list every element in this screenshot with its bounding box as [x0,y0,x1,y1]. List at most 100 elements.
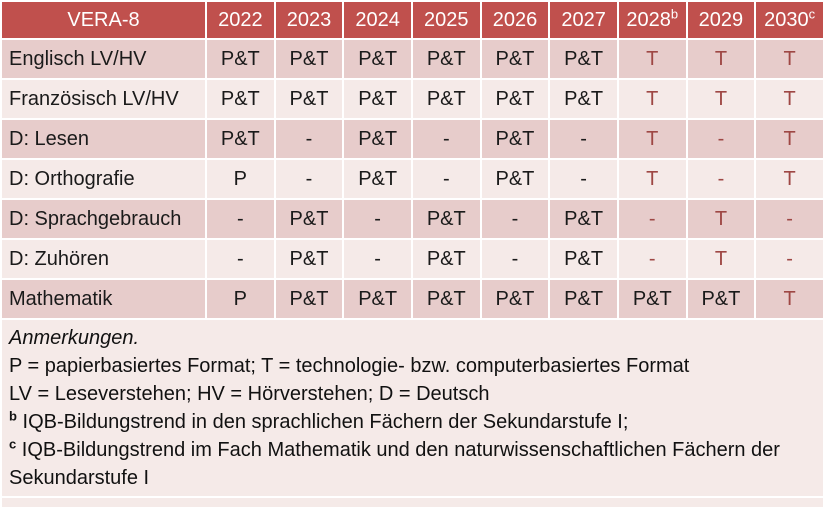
format-cell: T [618,120,686,158]
format-cell: T [756,120,823,158]
format-cell: P&T [687,280,755,318]
bottom-strip [2,498,823,507]
table-row: D: Lesen P&T - P&T - P&T - T - T [2,120,823,158]
footnote-marker: b [9,408,17,424]
format-cell: P&T [412,200,480,238]
format-cell: P&T [481,160,549,198]
format-cell: - [412,160,480,198]
format-cell: P&T [275,280,343,318]
note-line: LV = Leseverstehen; HV = Hörverstehen; D… [9,383,490,405]
format-cell: P&T [550,280,617,318]
format-cell: T [687,200,755,238]
table-row: D: Orthografie P - P&T - P&T - T - T [2,160,823,198]
format-cell: P&T [275,40,343,78]
year-header-cell: 2025 [412,2,480,38]
format-cell: T [687,40,755,78]
format-cell: P&T [481,120,549,158]
format-cell: - [275,160,343,198]
table-row: Englisch LV/HV P&T P&T P&T P&T P&T P&T T T T [2,40,823,78]
format-cell: P&T [344,40,411,78]
format-cell: - [756,200,823,238]
vera8-table: VERA-8 2022 2023 2024 2025 2026 2027 2028b 2029… [2,2,823,318]
format-cell: P&T [550,200,617,238]
table-body: Englisch LV/HV P&T P&T P&T P&T P&T P&T T T T Franz… [2,40,823,318]
format-cell: - [687,160,755,198]
format-cell: P&T [275,240,343,278]
format-cell: P&T [275,200,343,238]
format-cell: T [756,280,823,318]
format-cell: - [412,120,480,158]
format-cell: - [481,200,549,238]
row-label: Englisch LV/HV [2,40,205,78]
row-label: Mathematik [2,280,205,318]
table-row: D: Zuhören - P&T - P&T - P&T - T - [2,240,823,278]
table-row: Mathematik P P&T P&T P&T P&T P&T P&T P&T T [2,280,823,318]
format-cell: P&T [344,120,411,158]
format-cell: P&T [344,160,411,198]
format-cell: P [207,280,274,318]
format-cell: T [687,80,755,118]
format-cell: - [344,240,411,278]
note-line: b IQB-Bildungstrend in den sprachlichen … [9,408,629,433]
format-cell: P&T [412,240,480,278]
format-cell: - [275,120,343,158]
format-cell: T [618,80,686,118]
format-cell: - [550,120,617,158]
year-header-cell: 2029 [687,2,755,38]
year-header-cell: 2027 [550,2,617,38]
format-cell: - [207,240,274,278]
format-cell: - [207,200,274,238]
format-cell: P&T [207,80,274,118]
format-cell: P&T [481,80,549,118]
format-cell: - [756,240,823,278]
format-cell: P&T [550,240,617,278]
format-cell: T [756,160,823,198]
format-cell: P&T [412,280,480,318]
year-header-cell: 2030c [756,2,823,38]
format-cell: - [481,240,549,278]
row-label: D: Lesen [2,120,205,158]
note-line: P = papierbasiertes Format; T = technolo… [9,355,690,377]
format-cell: T [756,80,823,118]
footnote-marker: c [808,5,816,21]
format-cell: P&T [207,120,274,158]
format-cell: P&T [481,40,549,78]
row-label: D: Orthografie [2,160,205,198]
format-cell: T [756,40,823,78]
format-cell: T [618,40,686,78]
format-cell: - [550,160,617,198]
format-cell: - [618,240,686,278]
format-cell: T [618,160,686,198]
format-cell: T [687,240,755,278]
format-cell: P&T [412,80,480,118]
footnote-marker: c [9,436,17,452]
row-label: Französisch LV/HV [2,80,205,118]
format-cell: P&T [550,80,617,118]
format-cell: P [207,160,274,198]
year-header-cell: 2024 [344,2,411,38]
header-row: VERA-8 2022 2023 2024 2025 2026 2027 2028b 2029… [2,2,823,38]
table-header: VERA-8 2022 2023 2024 2025 2026 2027 2028b 2029… [2,2,823,38]
notes: Anmerkungen. P = papierbasiertes Format;… [2,320,823,496]
row-label: D: Sprachgebrauch [2,200,205,238]
note-line: c IQB-Bildungstrend im Fach Mathematik u… [9,436,780,489]
format-cell: P&T [344,280,411,318]
corner-header-cell: VERA-8 [2,2,205,38]
row-label: D: Zuhören [2,240,205,278]
format-cell: P&T [481,280,549,318]
format-cell: P&T [344,80,411,118]
notes-title: Anmerkungen. [9,327,140,349]
format-cell: P&T [275,80,343,118]
format-cell: P&T [618,280,686,318]
year-header-cell: 2022 [207,2,274,38]
format-cell: P&T [412,40,480,78]
footnote-marker: b [670,5,679,21]
format-cell: - [344,200,411,238]
format-cell: P&T [207,40,274,78]
format-cell: - [618,200,686,238]
format-cell: - [687,120,755,158]
format-cell: P&T [550,40,617,78]
table-row: Französisch LV/HV P&T P&T P&T P&T P&T P&T T T T [2,80,823,118]
table-row: D: Sprachgebrauch - P&T - P&T - P&T - T - [2,200,823,238]
